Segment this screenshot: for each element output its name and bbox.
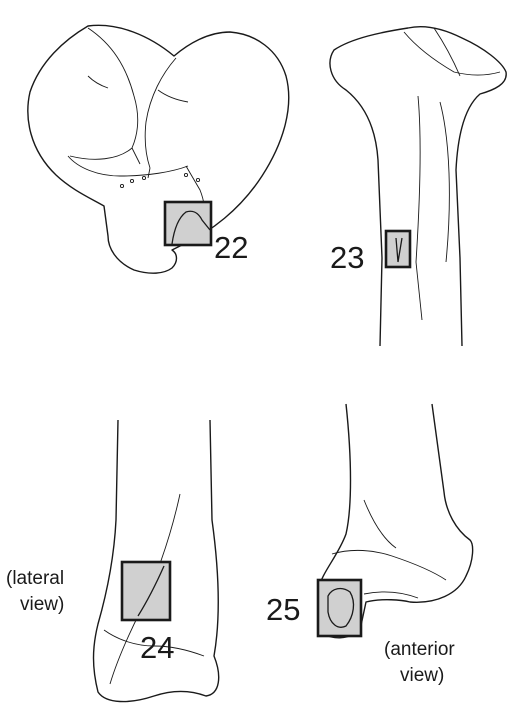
bone-top-left-line-a [69, 27, 139, 160]
bone-top-left-line-e [131, 147, 151, 179]
anterior-view-note-line2: view) [400, 665, 444, 686]
region-25-contour [327, 587, 355, 628]
region-label-24: 24 [140, 630, 174, 665]
bone-top-left-line-c [67, 155, 189, 177]
region-23-contour [395, 237, 403, 263]
bone-bottom-right-line-c [363, 591, 419, 599]
foramen-dot [195, 177, 201, 183]
region-24-contour [137, 565, 165, 617]
region-label-23: 23 [330, 240, 364, 275]
bone-top-right [329, 26, 507, 347]
bone-top-right-line-b [433, 27, 461, 77]
bone-bottom-left-line-b [103, 629, 205, 657]
bone-top-left-line-f [87, 75, 189, 103]
bone-top-right-outline [329, 26, 507, 347]
bone-top-right-line-a [403, 31, 501, 76]
region-22-contour [171, 210, 211, 245]
bone-bottom-right-line-a [363, 499, 397, 549]
foramen-dot [183, 172, 189, 178]
bone-top-left-line-b [144, 57, 177, 169]
anterior-view-note-line1: (anterior [384, 639, 455, 660]
foramen-dot [141, 175, 147, 181]
bone-top-right-line-d [439, 101, 450, 263]
bone-top-left-outline [27, 24, 290, 274]
bone-bottom-right-line-b [331, 549, 447, 581]
region-box-23 [384, 229, 412, 269]
lateral-view-note-line1: (lateral [6, 568, 64, 589]
bone-top-right-line-c [415, 95, 423, 321]
region-label-22: 22 [214, 230, 248, 265]
foramen-dot [129, 178, 135, 184]
bone-top-left [27, 24, 290, 274]
lateral-view-note-line2: view) [20, 594, 64, 615]
foramen-dot [119, 183, 125, 189]
region-label-25: 25 [266, 592, 300, 627]
region-box-24 [120, 560, 172, 622]
